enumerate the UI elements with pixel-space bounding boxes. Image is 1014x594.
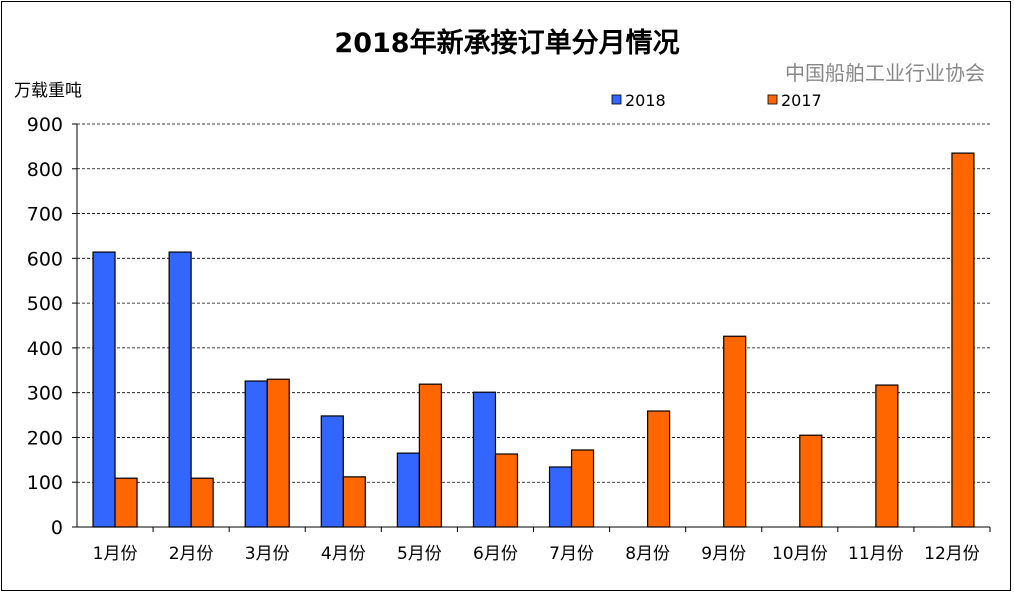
bar-2018 (244, 380, 268, 528)
bar-2017 (190, 477, 214, 528)
chart-title: 2018年新承接订单分月情况 (334, 27, 679, 59)
legend-swatch-2018 (611, 94, 622, 105)
x-tick-label: 4月份 (321, 544, 366, 564)
bar-2018 (168, 251, 192, 528)
x-tick-label: 12月份 (924, 544, 980, 564)
x-tick-label: 5月份 (397, 544, 442, 564)
bar-2018 (548, 466, 573, 528)
y-tick-label: 900 (27, 114, 63, 136)
bar-2018 (396, 452, 420, 528)
bar-2017 (266, 378, 290, 528)
x-tick-label: 10月份 (772, 544, 828, 564)
bar-2017 (799, 434, 823, 528)
legend-label-2017: 2017 (781, 91, 822, 110)
watermark: 中国船舶工业行业协会 (785, 61, 985, 85)
y-tick-label: 800 (27, 159, 63, 181)
x-tick-label: 11月份 (848, 544, 904, 564)
bar-2017 (494, 453, 519, 528)
x-tick-label: 6月份 (473, 544, 518, 564)
bar-2017 (723, 335, 747, 528)
legend-swatch-2017 (767, 94, 778, 105)
y-axis-label: 万载重吨 (14, 81, 82, 101)
bar-2017 (114, 477, 138, 528)
bar-2018 (92, 251, 116, 528)
legend-label-2018: 2018 (625, 91, 666, 110)
y-tick-label: 0 (51, 517, 63, 539)
x-tick-label: 1月份 (93, 544, 138, 564)
y-tick-label: 700 (27, 204, 63, 226)
bar-2017 (951, 152, 975, 528)
bar-2018 (472, 391, 497, 528)
bar-2018 (320, 415, 344, 528)
x-tick-label: 7月份 (549, 544, 594, 564)
y-tick-label: 300 (27, 383, 63, 405)
bar-2017 (875, 384, 899, 528)
bar-2017 (342, 476, 366, 528)
x-tick-label: 8月份 (625, 544, 670, 564)
y-tick-label: 600 (27, 248, 63, 270)
bar-2017 (570, 449, 595, 528)
x-tick-label: 3月份 (245, 544, 290, 564)
y-tick-label: 100 (27, 472, 63, 494)
bar-2017 (647, 410, 671, 528)
y-tick-label: 400 (27, 338, 63, 360)
x-tick-label: 2月份 (169, 544, 214, 564)
y-tick-label: 500 (27, 293, 63, 315)
y-tick-label: 200 (27, 427, 63, 449)
x-tick-label: 9月份 (701, 544, 746, 564)
bar-2017 (418, 383, 442, 528)
